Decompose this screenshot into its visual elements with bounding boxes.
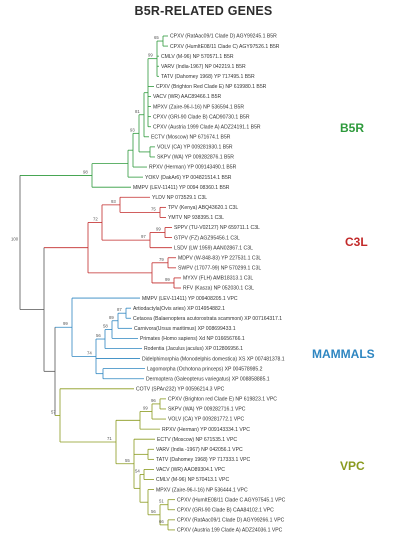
leaf-label: TATV (Dahomey 1968) YP 717333.1 VPC [156,457,251,463]
bootstrap-value: 98 [83,169,88,174]
leaf-label: SWPV (17077-99) NP 570299.1 C3L [178,266,261,272]
bootstrap-value: 87 [117,307,122,312]
page-title: B5R-RELATED GENES [134,4,273,18]
bootstrap-value: 57 [51,409,56,414]
leaf-label: TATV (Dahomey 1968) YP 717495.1 B5R [161,74,255,80]
leaf-label: MPXV (Zaire-96-I-16) NP 536444.1 VPC [156,487,248,493]
leaf-label: RPXV (Herman) YP 009143334.1 VPC [162,427,250,433]
leaf-label: MYXV (FLH) AMB18313.1 C3L [183,276,253,282]
bootstrap-value: 54 [135,468,140,473]
clade-label-c3l: C3L [345,235,368,249]
leaf-label: CMLV (M-96) NP 570413.1 VPC [156,477,229,483]
leaf-label: TPV (Kenya) ABQ43620.1 C3L [168,205,238,211]
bootstrap-value: 55 [125,458,130,463]
bootstrap-value: 81 [135,109,140,114]
leaf-label: SPPV (TU-V02127) NP 659711.1 C3L [174,225,260,231]
leaf-label: Lagomorpha (Ochotona princeps) XP 004578… [147,366,263,372]
leaf-label: CPXV (Brighton Red Clade E) NP 619980.1 … [156,84,267,90]
bootstrap-value: 56 [151,509,156,514]
leaf-label: YLDV NP 073529.1 C3L [152,195,207,201]
bootstrap-value: 97 [141,234,146,239]
leaf-label: SKPV (WA) YP 009282716.1 VPC [168,407,246,413]
leaf-label: COTV (SPAn232) YP 00596214.3 VPC [136,387,225,393]
leaf-label: MDPV (W-848-83) YP 227531.1 C3L [178,255,261,261]
leaf-label: GTPV (FZ) AGZ95456.1 C3L [174,235,240,241]
leaf-label: CPXV (GRI-90 Clade B) CAA84102.1 VPC [177,507,274,513]
leaf-label: CPXV (HumItE08/11 Clade C) AGY97526.1 B5… [170,44,280,50]
bootstrap-value: 71 [107,436,112,441]
leaf-label: Rodentia (Jaculus jaculus) XP 012806956.… [144,346,243,352]
leaf-label: Didelphimorphia (Monodelphis domestica) … [142,356,285,362]
leaf-labels: CPXV (RatAac09/1 Clade D) AGY99245.1 B5R… [133,34,286,534]
leaf-label: VARV (India -1967) NP 042056.1 VPC [156,447,243,453]
leaf-label: CPXV (RatAac09/1 Clade D) AGY99266.1 VPC [177,518,285,524]
leaf-label: CPXV (Brighton red Clade E) NP 619823.1 … [168,397,277,403]
bootstrap-value: 56 [96,333,101,338]
leaf-label: MPXV (Zaire-96-I-16) NP 536594.1 B5R [153,104,244,110]
leaf-label: RFV (Kasza) NP 052030.1 C3L [183,286,254,292]
leaf-label: VARV (India-1967) NP 042219.1 B5R [161,64,246,70]
leaf-label: RPXV (Herman) YP 009143490.1 B5R [149,165,237,171]
leaf-label: SKPV (WA) YP 009282876.1 B5R [157,155,234,161]
bootstrap-value: 99 [148,53,153,58]
leaf-label: ECTV (Moscow) NP 671674.1 B5R [151,135,231,141]
leaf-label: Artiodactyla(Ovis aries) XP 014954882.1 [133,306,225,312]
leaf-label: CPXV (GRI-90 Clade B) CAD90730.1 B5R [153,114,250,120]
leaf-label: Dermoptera (Galeopterus variegatus) XP 0… [146,376,270,382]
bootstrap-value: 66 [159,519,164,524]
leaf-label: VACV (WR) AAC89466.1 B5R [153,94,221,100]
bootstrap-value: 93 [111,199,116,204]
leaf-label: VOLV (CA) YP 009281930.1 B5R [157,145,233,151]
clade-label-vpc: VPC [340,459,365,473]
bootstrap-value: 72 [93,216,98,221]
leaf-label: CPXV (RatAac09/1 Clade D) AGY99245.1 B5R [170,34,277,40]
tree-branches [19,35,181,531]
bootstrap-value: 65 [154,35,159,40]
leaf-label: CMLV (M-96) NP 570571.1 B5R [161,54,234,60]
bootstrap-value: 79 [159,257,164,262]
leaf-label: VOLV (CA) YP 009281772.1 VPC [168,417,244,423]
leaf-label: ECTV (Moscow) NP 671535.1 VPC [157,437,237,443]
leaf-label: VACV (WR) AAO89304.1 VPC [156,467,225,473]
bootstrap-value: 74 [87,350,92,355]
leaf-label: Primates (Homo sapiens) Xd NP 016656766.… [140,336,245,342]
bootstrap-labels: 6599938198100759399977279998789585674995… [11,35,170,524]
clade-label-b5r: B5R [340,121,364,135]
leaf-label: Carnivora(Ursus maritimus) XP 008699433.… [134,326,236,332]
leaf-label: Cetacea (Balaenoptera acutorostrata scam… [133,316,282,322]
bootstrap-value: 99 [165,277,170,282]
leaf-label: CPXV (Austria 1999 Clade A) ADZ24191.1 B… [153,124,261,130]
bootstrap-value: 99 [63,321,68,326]
leaf-label: YOKV (DakAr6) YP 004821514.1 B5R [145,175,232,181]
bootstrap-value: 93 [130,127,135,132]
bootstrap-value: 75 [151,206,156,211]
bootstrap-value: 96 [151,398,156,403]
leaf-label: LSDV (LW 1959) AAN02867.1 C3L [174,245,253,251]
bootstrap-value: 89 [109,315,114,320]
bootstrap-value: 99 [143,405,148,410]
bootstrap-value: 99 [156,227,161,232]
leaf-label: CPXV (HumItE08/11 Clade C AGY97545.1 VPC [177,497,286,503]
bootstrap-value: 51 [159,499,164,504]
leaf-label: YMTV NP 938395.1 C3L [168,215,224,221]
bootstrap-value: 100 [11,236,19,241]
bootstrap-value: 58 [103,324,108,329]
clade-label-mammals: MAMMALS [312,347,375,361]
leaf-label: MMPV (LEV-11411) YP 0094 08360.1 B5R [133,185,230,191]
leaf-label: MMPV (LEV-11411) YP 009408205.1 VPC [142,296,238,302]
leaf-label: CPXV (Austria 199 Clade A) ADZ24036.1 VP… [177,528,283,534]
